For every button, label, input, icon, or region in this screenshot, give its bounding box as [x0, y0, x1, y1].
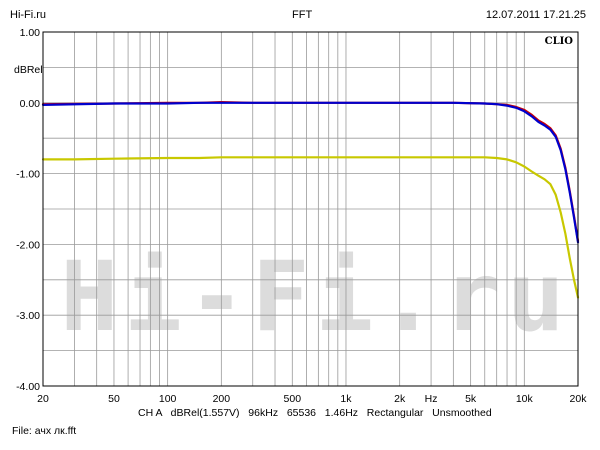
- x-tick-label: 500: [284, 393, 302, 405]
- x-tick-labels: 20 50 100 200 500 1k 2k 5k 10k 20k Hz: [37, 393, 587, 405]
- watermark-layer: Hi-Fi.ru: [60, 241, 570, 353]
- header-timestamp: 12.07.2011 17.21.25: [485, 9, 586, 21]
- series-line-1: [41, 100, 580, 242]
- x-tick-label: 1k: [340, 393, 352, 405]
- y-tick-label: -1.00: [16, 169, 40, 181]
- x-axis-unit: Hz: [425, 393, 438, 405]
- y-axis-label: dBRel: [14, 64, 43, 76]
- plot-frame: [42, 31, 579, 387]
- header-app-name: Hi-Fi.ru: [10, 9, 47, 21]
- x-tick-label: 5k: [465, 393, 477, 405]
- header-title: FFT: [292, 9, 313, 21]
- series-line-2: [41, 101, 580, 244]
- y-tick-label: 0.00: [20, 98, 41, 110]
- grid: [43, 32, 578, 386]
- x-tick-label: 10k: [516, 393, 534, 405]
- x-tick-label: 200: [213, 393, 231, 405]
- x-tick-label: 100: [159, 393, 177, 405]
- x-tick-label: 20k: [570, 393, 588, 405]
- y-tick-label: 1.00: [20, 27, 41, 39]
- x-tick-label: 2k: [394, 393, 406, 405]
- file-name: File: ачх лк.fft: [12, 425, 77, 437]
- x-tick-label: 50: [108, 393, 120, 405]
- series-layer: [41, 100, 580, 299]
- y-tick-labels: 1.00 0.00 -1.00 -2.00 -3.00 -4.00: [16, 27, 40, 393]
- y-tick-label: -4.00: [16, 381, 40, 393]
- measurement-settings: CH A dBRel(1.557V) 96kHz 65536 1.46Hz Re…: [138, 407, 492, 419]
- y-tick-label: -3.00: [16, 310, 40, 322]
- x-tick-label: 20: [37, 393, 49, 405]
- clio-brand: CLIO: [545, 36, 574, 47]
- watermark-text: Hi-Fi.ru: [60, 241, 570, 353]
- series-line-3: [41, 156, 580, 299]
- y-tick-label: -2.00: [16, 239, 40, 251]
